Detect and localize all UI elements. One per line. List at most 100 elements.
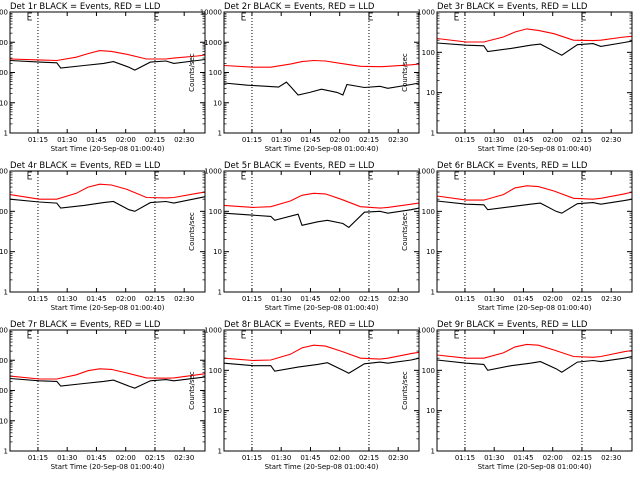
x-tick-label: 02:00 [116,295,136,303]
y-tick-label: 1000 [0,168,8,176]
plot-frame [9,11,206,134]
plot-panel-7: Det 7r BLACK = Events, RED = LLD 1 10 100 10… [0,320,206,471]
y-tick-label: 10 [213,407,222,415]
plot-title: Det 2r BLACK = Events, RED = LLD [224,2,375,12]
plot-panel-5: Det 5r BLACK = Events, RED = LLD 1 10 100 10… [188,161,420,312]
y-tick-label: 10 [0,248,8,256]
y-tick-label: 1 [218,289,222,297]
y-tick-label: 100 [422,208,435,216]
lld-series-line [436,343,633,359]
x-tick-label: 02:00 [543,136,563,144]
y-tick-label: 1000 [204,168,222,176]
y-tick-label: 1000 [204,39,222,47]
y-tick-label: 1 [218,130,222,138]
y-tick-label: 10 [213,99,222,107]
x-axis-label: Start Time (20-Sep-08 01:00:40) [51,463,165,471]
x-tick-label: 02:15 [145,454,165,462]
range-bracket-marker [241,330,246,339]
x-tick-label: 02:30 [388,295,408,303]
range-bracket-marker [154,171,159,180]
plot-title: Det 3r BLACK = Events, RED = LLD [437,2,588,12]
events-series-line [436,40,633,56]
y-tick-label: 100 [422,367,435,375]
y-axis-label: Counts/sec [401,371,409,410]
x-tick-label: 01:15 [242,454,262,462]
plot-title: Det 4r BLACK = Events, RED = LLD [10,161,161,171]
y-axis-label: Counts/sec [188,371,196,410]
x-tick-label: 02:00 [116,454,136,462]
x-tick-label: 01:15 [242,136,262,144]
x-tick-label: 02:15 [572,295,592,303]
events-series-line [436,198,633,214]
events-series-line [223,81,420,96]
x-tick-label: 02:15 [572,454,592,462]
x-tick-label: 01:45 [86,454,106,462]
x-tick-label: 01:45 [86,136,106,144]
y-tick-label: 10000 [200,9,222,17]
x-tick-label: 02:30 [174,454,194,462]
plot-panel-1: Det 1r BLACK = Events, RED = LLD 1 10 100 10… [0,2,206,153]
y-tick-label: 100 [209,69,222,77]
x-tick-label: 01:15 [455,136,475,144]
x-tick-label: 01:30 [271,454,291,462]
lld-series-line [436,185,633,201]
range-bracket-marker [27,330,32,339]
plot-panel-9: Det 9r BLACK = Events, RED = LLD 1 10 100 10… [401,320,633,471]
x-axis-label: Start Time (20-Sep-08 01:00:40) [265,304,379,312]
x-tick-label: 02:00 [330,295,350,303]
x-tick-label: 01:15 [28,295,48,303]
x-tick-label: 02:30 [388,454,408,462]
events-series-line [223,207,420,229]
x-tick-label: 01:30 [57,136,77,144]
y-axis-label: Counts/sec [188,212,196,251]
y-tick-label: 1 [4,130,8,138]
x-tick-label: 01:45 [300,454,320,462]
y-tick-label: 10000 [0,327,8,335]
x-tick-label: 02:15 [145,295,165,303]
y-tick-label: 10 [0,417,8,425]
events-series-line [9,376,206,389]
x-tick-label: 02:00 [543,295,563,303]
range-bracket-marker [581,12,586,21]
y-axis-label: Counts/sec [188,53,196,92]
y-tick-label: 1000 [204,327,222,335]
x-tick-label: 01:30 [484,454,504,462]
range-bracket-marker [581,330,586,339]
x-tick-label: 02:15 [572,136,592,144]
y-axis-label: Counts/sec [401,212,409,251]
x-tick-label: 01:45 [513,136,533,144]
plot-title: Det 6r BLACK = Events, RED = LLD [437,161,588,171]
x-tick-label: 02:15 [145,136,165,144]
y-tick-label: 100 [422,49,435,57]
range-bracket-marker [581,171,586,180]
plot-title: Det 8r BLACK = Events, RED = LLD [224,320,375,330]
plot-frame [9,170,206,293]
x-tick-label: 01:15 [28,136,48,144]
x-tick-label: 02:15 [359,136,379,144]
y-tick-label: 10 [426,248,435,256]
range-bracket-marker [27,171,32,180]
plot-frame [223,329,420,452]
x-tick-label: 01:30 [271,295,291,303]
x-axis-label: Start Time (20-Sep-08 01:00:40) [265,463,379,471]
x-tick-label: 01:30 [271,136,291,144]
x-tick-label: 01:15 [455,454,475,462]
y-tick-label: 100 [0,208,8,216]
x-axis-label: Start Time (20-Sep-08 01:00:40) [51,304,165,312]
x-tick-label: 01:45 [300,136,320,144]
plot-panel-6: Det 6r BLACK = Events, RED = LLD 1 10 100 10… [401,161,633,312]
range-bracket-marker [241,171,246,180]
y-tick-label: 100 [0,387,8,395]
x-tick-label: 01:45 [513,295,533,303]
plot-frame [436,170,633,293]
y-tick-label: 1 [4,289,8,297]
x-tick-label: 01:15 [455,295,475,303]
x-tick-label: 01:15 [28,454,48,462]
lld-series-line [9,50,206,62]
lld-series-line [223,344,420,362]
y-axis-label: Counts/sec [401,53,409,92]
x-tick-label: 01:30 [484,136,504,144]
range-bracket-marker [368,330,373,339]
y-tick-label: 1 [218,448,222,456]
lld-series-line [436,28,633,43]
